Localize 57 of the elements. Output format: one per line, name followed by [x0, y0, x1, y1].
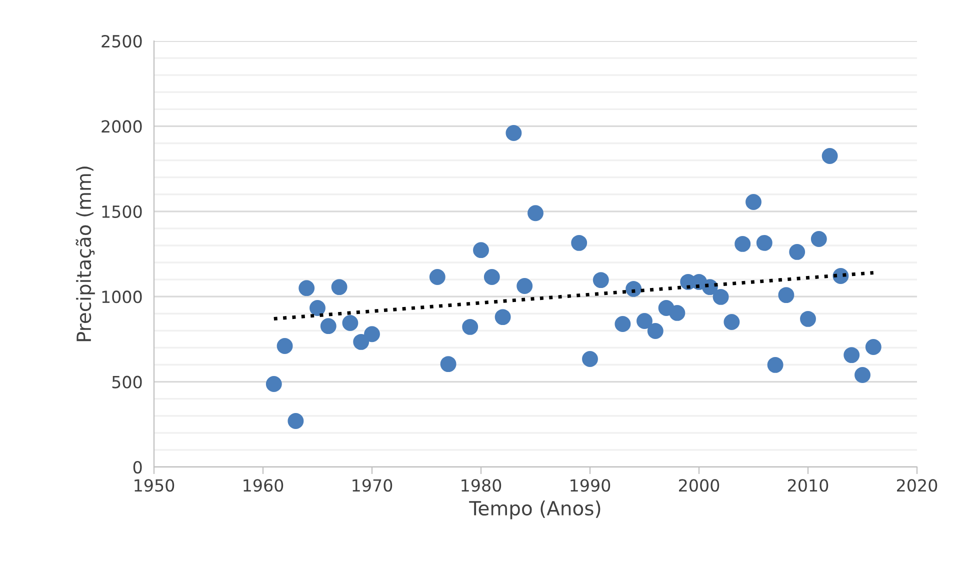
point [636, 312, 652, 329]
y-tick-label: 1000 [102, 290, 142, 304]
point [669, 304, 686, 321]
point [614, 316, 631, 332]
point [364, 326, 380, 342]
point [429, 269, 446, 285]
point [462, 318, 478, 335]
y-tick-label: 1500 [102, 205, 142, 218]
point [516, 278, 533, 294]
x-tick-label: 1990 [570, 479, 610, 492]
point [320, 318, 336, 334]
point [276, 338, 293, 354]
x-axis-title: Tempo (Anos) [469, 500, 600, 520]
x-tick-label: 2010 [788, 479, 828, 492]
point [592, 272, 609, 288]
point [310, 300, 326, 316]
point [528, 205, 544, 222]
point [494, 309, 511, 326]
point [822, 148, 838, 164]
point [298, 280, 315, 296]
point [473, 242, 489, 258]
x-tick-label: 2020 [897, 479, 938, 492]
point [756, 234, 772, 251]
point [767, 356, 784, 373]
point [288, 413, 304, 429]
point [440, 356, 456, 372]
x-tick-label: 1980 [462, 479, 502, 492]
y-tick-label: 0 [133, 460, 142, 474]
point [854, 367, 870, 383]
point [778, 287, 794, 304]
point [789, 244, 806, 260]
point [506, 125, 522, 141]
point [844, 347, 860, 364]
point [746, 194, 762, 210]
x-tick-label: 2000 [679, 479, 720, 492]
point [342, 315, 358, 331]
point [724, 314, 740, 330]
point [484, 269, 500, 285]
y-tick-label: 500 [112, 376, 142, 388]
point [571, 234, 588, 251]
x-tick-label: 1950 [134, 479, 174, 492]
y-tick-label: 2500 [102, 34, 142, 48]
point [331, 279, 348, 296]
point [647, 323, 664, 339]
point [734, 236, 751, 252]
x-tick-label: 1970 [352, 479, 392, 492]
point [865, 339, 882, 356]
point [582, 350, 598, 367]
point [712, 288, 729, 305]
y-tick-label: 2000 [102, 120, 142, 133]
point [353, 334, 370, 350]
y-axis-title: Precipitação (mm) [76, 166, 95, 342]
point [810, 231, 827, 247]
point [626, 280, 642, 297]
point [800, 310, 816, 327]
x-tick-label: 1960 [244, 479, 284, 492]
point [266, 376, 282, 392]
